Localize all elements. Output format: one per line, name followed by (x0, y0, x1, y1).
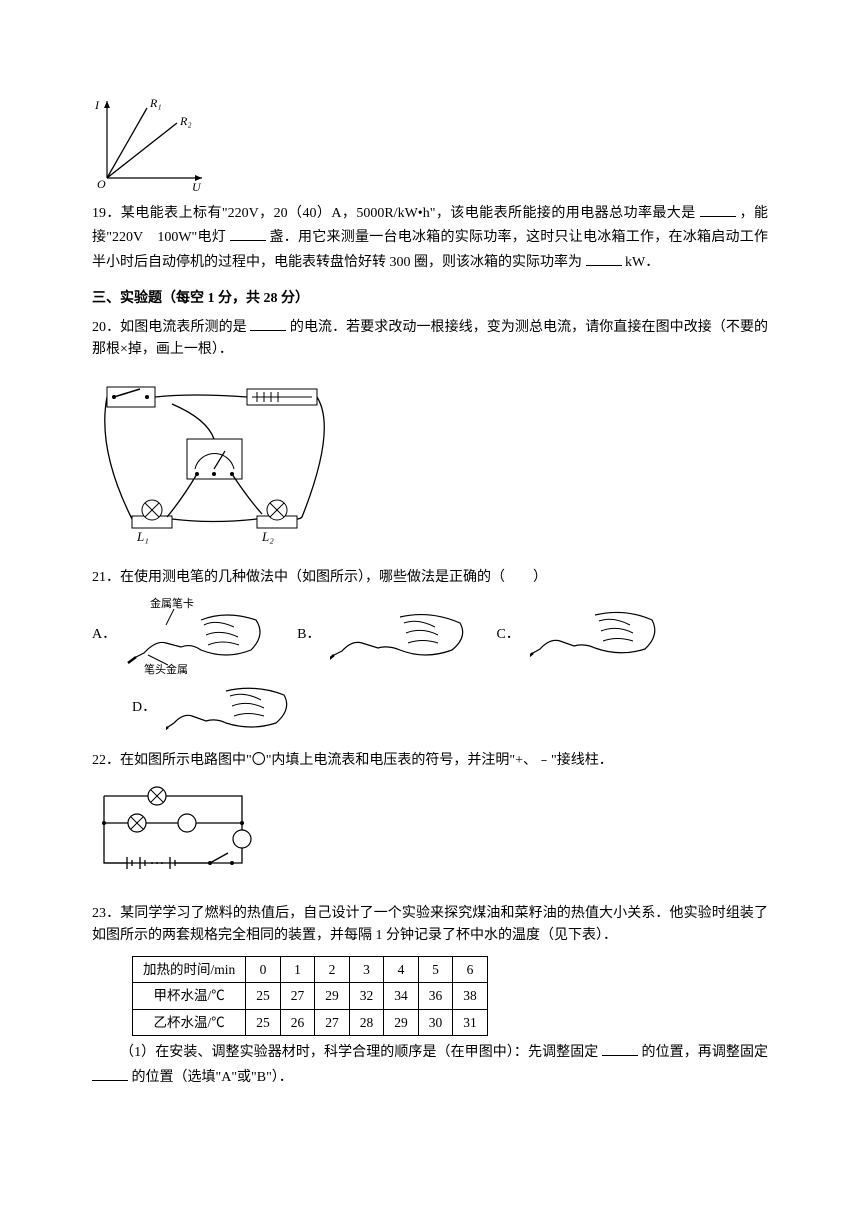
question-20: 20．如图电流表所测的是 的电流．若要求改动一根接线，变为测总电流，请你直接在图… (92, 315, 768, 553)
q19-blank-1[interactable] (700, 201, 736, 217)
q23-p1: 23．某同学学习了燃料的热值后，自己设计了一个实验来探究煤油和菜籽油的热值大小关… (92, 903, 768, 948)
l2-label: L₂ (261, 529, 274, 544)
choice-d-label: D． (132, 697, 156, 719)
question-21: 21．在使用测电笔的几种做法中（如图所示），哪些做法是正确的（ ） A． 金属笔… (92, 567, 768, 736)
th-2: 2 (315, 956, 350, 983)
q19-blank-2[interactable] (230, 225, 266, 241)
th-1: 1 (280, 956, 315, 983)
choice-c-label: C． (496, 624, 519, 646)
q22-circuit-figure (92, 781, 768, 889)
svg-text:金属笔卡: 金属笔卡 (150, 596, 194, 610)
r2-label: R₂ (179, 114, 192, 128)
q22-text: 22．在如图所示电路图中"〇"内填上电流表和电压表的符号，并注明"+、﹣"接线柱… (92, 750, 768, 772)
choice-b-label: B． (297, 624, 320, 646)
l1-label: L₁ (136, 529, 149, 544)
q20-circuit-figure: L₁ L₂ (92, 369, 768, 552)
q23-sub1-1: （1）在安装、调整实验器材时，科学合理的顺序是（在甲图中）：先调整固定 (120, 1045, 598, 1060)
section-3-header: 三、实验题（每空 1 分，共 28 分） (92, 288, 768, 310)
th-4: 4 (384, 956, 419, 983)
i-axis: I (94, 98, 100, 112)
origin-label: O (97, 177, 106, 191)
q19-blank-3[interactable] (586, 250, 622, 266)
r1-label: R₁ (149, 96, 162, 110)
choice-c-figure (530, 605, 660, 665)
q20-text-1: 20．如图电流表所测的是 (92, 320, 247, 335)
q22-circuit (92, 781, 257, 881)
choice-a-figure: 金属笔卡 笔头金属 (126, 595, 271, 675)
q23-sub1-2: 的位置，再调整固定 (642, 1045, 769, 1060)
graph-r1-r2: R₁ R₂ O U I (92, 93, 768, 193)
q23-sub1-3: 的位置（选填"A"或"B"）． (132, 1070, 293, 1085)
table-row-jia: 甲杯水温/℃ 25 27 29 32 34 36 38 (133, 983, 488, 1010)
q19-text-1: 19．某电能表上标有"220V，20（40）A，5000R/kW•h"，该电能表… (92, 206, 696, 221)
choice-d-figure (166, 681, 296, 736)
question-22: 22．在如图所示电路图中"〇"内填上电流表和电压表的符号，并注明"+、﹣"接线柱… (92, 750, 768, 889)
iv-graph: R₁ R₂ O U I (92, 93, 212, 193)
q20-blank-1[interactable] (250, 315, 286, 331)
choice-b-figure (330, 605, 470, 665)
circuit-diagram: L₁ L₂ (92, 369, 342, 544)
table-header-row: 加热的时间/min 0 1 2 3 4 5 6 (133, 956, 488, 983)
u-axis: U (192, 180, 202, 193)
q23-blank-1[interactable] (602, 1040, 638, 1056)
th-3: 3 (349, 956, 384, 983)
q19-text-4: kW． (625, 255, 659, 270)
question-23: 23．某同学学习了燃料的热值后，自己设计了一个实验来探究煤油和菜籽油的热值大小关… (92, 903, 768, 1089)
q23-blank-2[interactable] (92, 1065, 128, 1081)
q21-choices-row-1: A． 金属笔卡 笔头金属 B． C． (92, 595, 768, 675)
table-row-yi: 乙杯水温/℃ 25 26 27 28 29 30 31 (133, 1009, 488, 1036)
th-time: 加热的时间/min (133, 956, 246, 983)
q21-choices-row-2: D． (92, 681, 768, 736)
th-5: 5 (418, 956, 453, 983)
th-0: 0 (246, 956, 281, 983)
th-6: 6 (453, 956, 488, 983)
q23-data-table: 加热的时间/min 0 1 2 3 4 5 6 甲杯水温/℃ 25 27 29 … (132, 956, 488, 1037)
q21-text: 21．在使用测电笔的几种做法中（如图所示），哪些做法是正确的（ ） (92, 567, 768, 589)
choice-a-label: A． (92, 624, 116, 646)
question-19: 19．某电能表上标有"220V，20（40）A，5000R/kW•h"，该电能表… (92, 201, 768, 274)
